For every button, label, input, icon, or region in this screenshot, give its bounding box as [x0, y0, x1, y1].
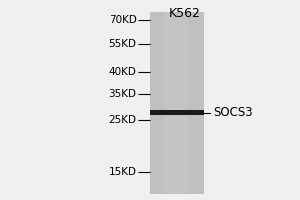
- Bar: [150, 110, 204, 115]
- Text: 35KD: 35KD: [109, 89, 136, 99]
- Text: 70KD: 70KD: [109, 15, 136, 25]
- Text: K562: K562: [169, 7, 200, 20]
- Bar: [164, 12, 188, 194]
- Text: 40KD: 40KD: [109, 67, 136, 77]
- Text: 15KD: 15KD: [109, 167, 136, 177]
- Text: 55KD: 55KD: [109, 39, 136, 49]
- Bar: [150, 12, 204, 194]
- Text: 25KD: 25KD: [109, 115, 136, 125]
- Text: SOCS3: SOCS3: [213, 106, 253, 119]
